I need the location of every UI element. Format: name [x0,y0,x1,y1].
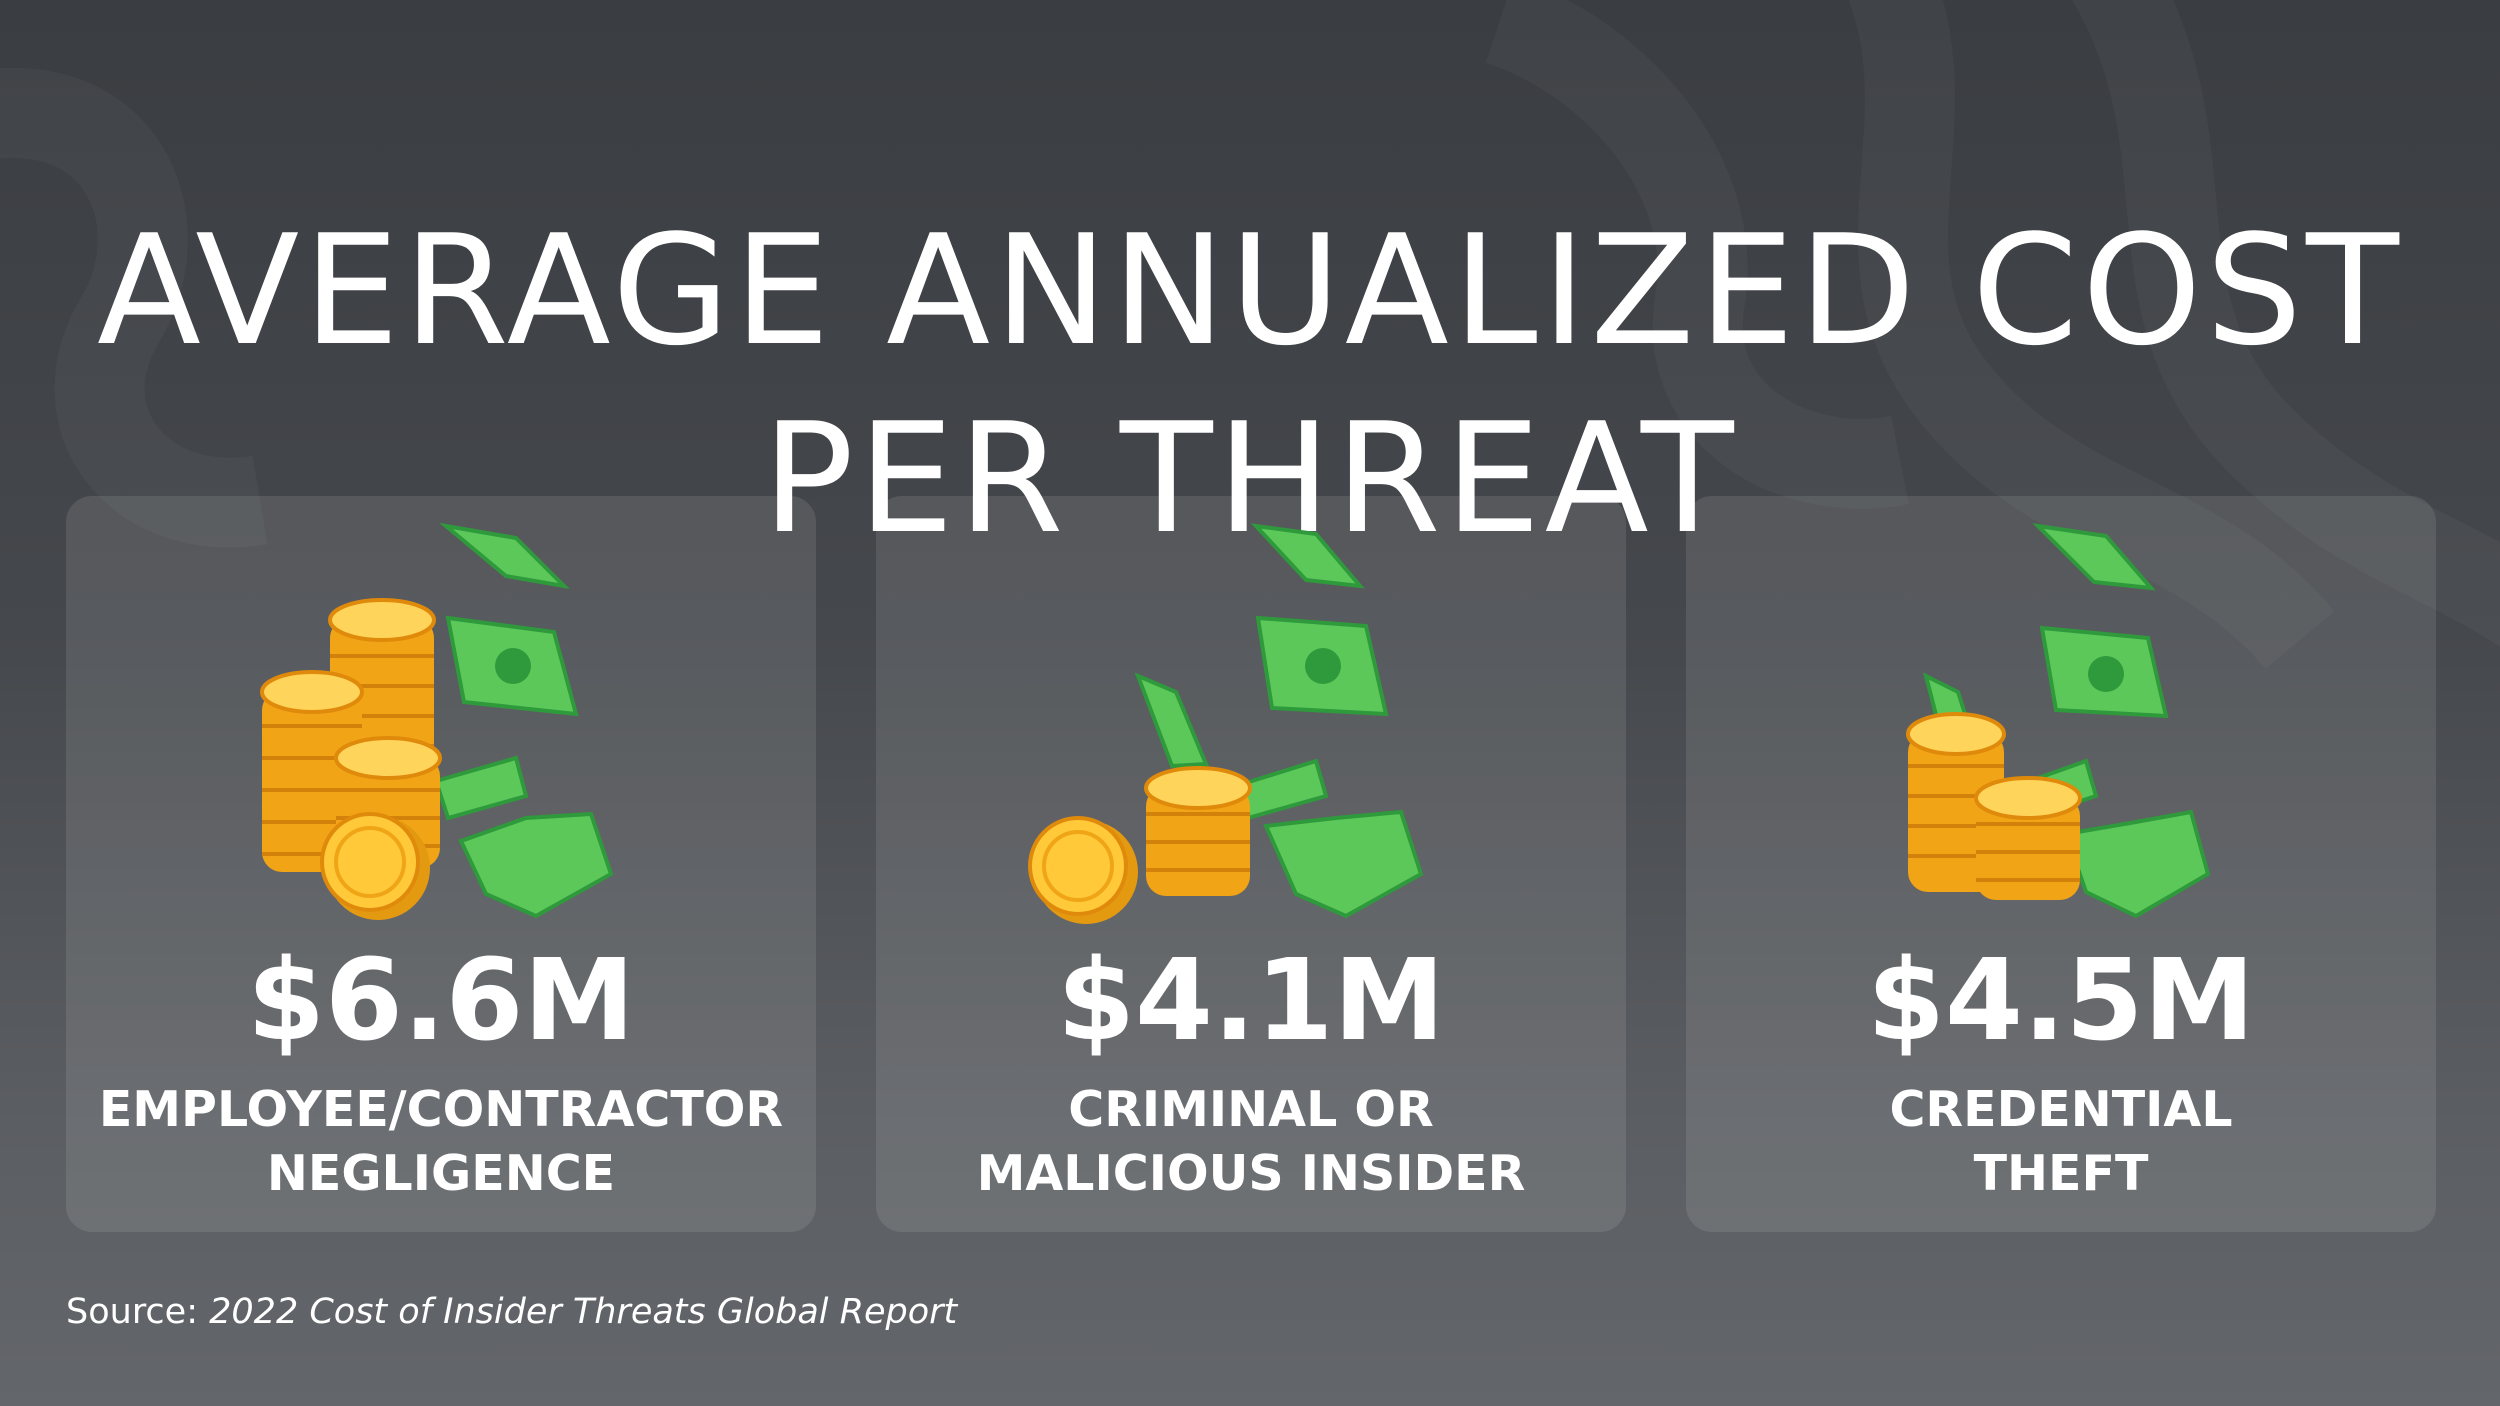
threat-label-line-1: CREDENTIAL [1889,1081,2233,1138]
coin-stack-icon [1028,766,1252,924]
threat-label-line-1: CRIMINAL OR [1068,1081,1434,1138]
threat-card-negligence: $6.6M EMPLOYEE/CONTRACTOR NEGLIGENCE [66,496,816,1232]
threat-label-line-2: MALICIOUS INSIDER [976,1145,1526,1202]
coins-and-money-icon [1028,523,1424,924]
coin-stack-icon [260,598,442,920]
page-title-line-1: AVERAGE ANNUALIZED COST [97,201,2403,379]
threat-card-credential-theft: $4.5M CREDENTIAL THEFT [1686,496,2436,1232]
threat-label: CRIMINAL OR MALICIOUS INSIDER [876,1078,1626,1206]
threat-card-malicious-insider: $4.1M CRIMINAL OR MALICIOUS INSIDER [876,496,1626,1232]
money-bill-icon [1134,523,1424,919]
threat-label-line-2: THEFT [1973,1145,2149,1202]
threat-label-line-1: EMPLOYEE/CONTRACTOR [98,1081,784,1138]
source-citation: Source: 2022 Cost of Insider Threats Glo… [66,1292,957,1332]
coins-and-money-icon [260,522,614,920]
coins-and-money-icon [1906,523,2211,919]
page-title-line-2: PER THREAT [762,389,1738,567]
source-prefix: Source: [66,1292,210,1332]
page-title: AVERAGE ANNUALIZED COST PER THREAT [0,197,2500,573]
source-report-title: 2022 Cost of Insider Threats Global Repo… [209,1292,958,1332]
threat-label: CREDENTIAL THEFT [1686,1078,2436,1206]
threat-label: EMPLOYEE/CONTRACTOR NEGLIGENCE [66,1078,816,1206]
cost-value: $6.6M [247,936,635,1066]
cost-value: $4.5M [1867,936,2255,1066]
coin-stack-icon [1906,712,2082,900]
threat-label-line-2: NEGLIGENCE [266,1145,616,1202]
cost-value: $4.1M [1057,936,1445,1066]
